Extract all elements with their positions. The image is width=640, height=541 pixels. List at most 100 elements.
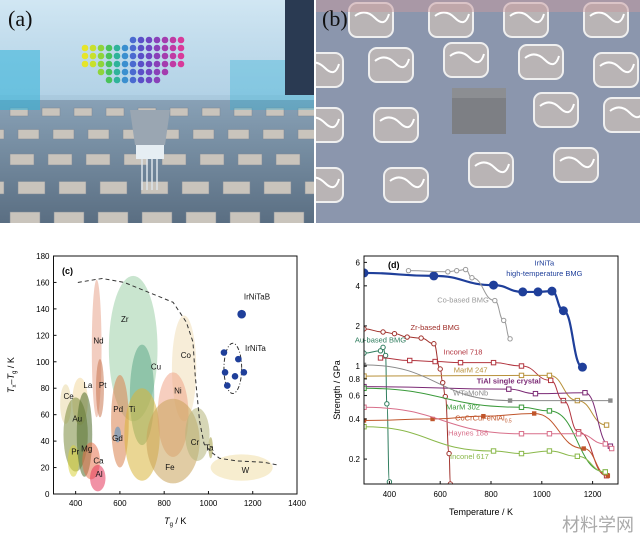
composition-dot (177, 44, 185, 52)
composition-dot (113, 68, 121, 76)
composition-dot (113, 44, 121, 52)
composition-dot (89, 44, 97, 52)
data-point (364, 424, 367, 430)
substrate-pad (73, 107, 93, 117)
sample-blob (316, 167, 344, 203)
data-point (440, 379, 446, 386)
chart-d-strength-vs-temperature: IrNiTa high-temperature BMG Co-based BMG Zr… (332, 255, 619, 517)
data-point (364, 373, 367, 379)
data-point (407, 357, 413, 364)
composition-dot (105, 68, 113, 76)
composition-dot (129, 52, 137, 60)
sample-highlight (599, 61, 635, 74)
series-co-based-bmg (405, 266, 513, 342)
substrate-pad (52, 129, 75, 140)
data-point (518, 287, 528, 297)
panel-a-schematic: (a) (0, 0, 314, 223)
region-label-ca: Ca (93, 457, 104, 466)
composition-dot (153, 52, 161, 60)
region-label-pt: Pt (99, 381, 107, 390)
x-tick-label: 600 (434, 490, 448, 499)
data-point (364, 268, 369, 278)
substrate-pad (0, 181, 5, 195)
sample-blob (316, 107, 344, 143)
x-tick-label: 1200 (244, 499, 262, 508)
y-tick-label: 160 (36, 278, 50, 287)
composition-dot (177, 36, 185, 44)
composition-dot (105, 52, 113, 60)
y-tick-label: 180 (36, 252, 50, 261)
composition-dot (129, 68, 137, 76)
label-marm-302: MarM 302 (446, 403, 480, 412)
data-point (577, 362, 587, 372)
y-tick-label: 140 (36, 305, 50, 314)
y-tick-label: 60 (41, 411, 50, 420)
data-point (431, 341, 437, 347)
region-pt (96, 359, 104, 418)
label-marm-247: MarM 247 (454, 366, 488, 375)
x-axis-label: Tg / K (164, 516, 186, 528)
composition-dot (97, 52, 105, 60)
substrate-pad (233, 107, 253, 117)
region-label-gd: Gd (112, 434, 123, 443)
data-point (608, 445, 615, 452)
label-tial-single-crystal: TiAl single crystal (477, 376, 541, 385)
data-point (489, 280, 499, 290)
data-point (547, 377, 554, 384)
y-axis-label: Strength / GPa (332, 360, 342, 420)
region-label-au: Au (72, 414, 82, 423)
y-tick-label: 2 (356, 322, 361, 331)
sample-highlight (374, 56, 410, 69)
composition-dot (113, 52, 121, 60)
data-point (507, 398, 513, 403)
region-fe (146, 398, 200, 484)
y-tick-label: 100 (36, 358, 50, 367)
y-tick-label: 0.6 (349, 392, 361, 401)
data-point (364, 326, 367, 332)
data-point (574, 453, 581, 459)
data-point (462, 266, 469, 273)
sample-blob (316, 52, 344, 88)
panel-label-c: (c) (62, 266, 73, 276)
data-point (457, 359, 464, 366)
data-point (429, 271, 439, 281)
series-au-based-bmg (364, 344, 393, 484)
y-tick-label: 6 (356, 258, 361, 267)
region-pr (67, 445, 79, 477)
data-point (602, 441, 609, 447)
composition-dot (153, 36, 161, 44)
region-al (90, 464, 106, 492)
data-point (404, 334, 410, 340)
data-point (469, 275, 475, 281)
sample-highlight (379, 116, 415, 129)
composition-dot (145, 44, 153, 52)
composition-dot (121, 44, 129, 52)
substrate-pad (297, 129, 314, 140)
y-tick-label: 0.8 (349, 375, 361, 384)
point-irnita (221, 369, 229, 376)
data-point (558, 306, 568, 316)
sample-blob (603, 97, 640, 133)
data-point (501, 317, 507, 324)
composition-dot (153, 44, 161, 52)
label-zr-based-bmg: Zr-based BMG (411, 323, 460, 332)
sample-highlight (449, 51, 485, 64)
composition-dot (145, 68, 153, 76)
composition-dot (113, 76, 121, 84)
data-point (531, 411, 537, 416)
sample-highlight (539, 101, 575, 114)
sample-highlight (434, 11, 470, 24)
composition-dot (169, 60, 177, 68)
sample-highlight (589, 11, 625, 24)
series-line (364, 387, 606, 473)
series-line (380, 357, 607, 477)
substrate-pad (297, 107, 314, 117)
point-irnita (223, 382, 231, 389)
substrate-pad (169, 107, 189, 117)
label-co-based-bmg: Co-based BMG (437, 295, 489, 304)
data-point (432, 358, 438, 365)
watermark: 材料学网 (562, 515, 634, 536)
data-point (546, 431, 553, 437)
substrate-pad (140, 181, 169, 195)
data-point (364, 418, 367, 423)
